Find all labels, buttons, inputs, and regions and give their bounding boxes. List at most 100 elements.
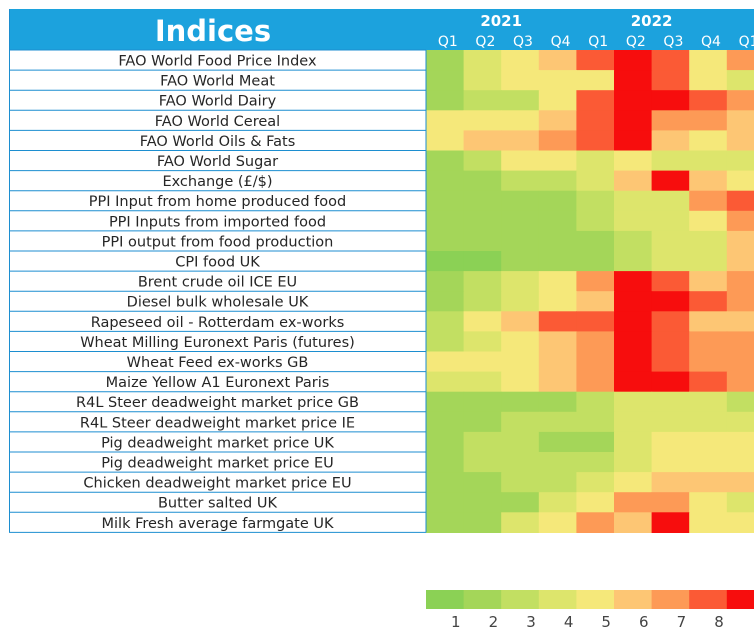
heatmap-cell bbox=[426, 130, 465, 152]
quarter-label: Q1 bbox=[438, 34, 458, 50]
heatmap-cell bbox=[614, 90, 653, 111]
legend-label: 5 bbox=[601, 613, 611, 631]
heatmap-cell bbox=[501, 391, 540, 413]
heatmap-cell bbox=[501, 210, 540, 232]
legend-label: 8 bbox=[714, 613, 724, 631]
heatmap-cell bbox=[426, 150, 465, 172]
row-labels: FAO World Food Price Index FAO World Meat… bbox=[76, 54, 359, 532]
heatmap-cell bbox=[538, 311, 577, 332]
heatmap-cell bbox=[463, 431, 502, 453]
heatmap-cell bbox=[463, 351, 502, 373]
heatmap-cell bbox=[538, 472, 577, 493]
heatmap-cell bbox=[463, 70, 502, 91]
heatmap-cell bbox=[614, 431, 653, 453]
heatmap-cell bbox=[501, 70, 540, 91]
heatmap-cell bbox=[576, 351, 615, 373]
heatmap-cell bbox=[614, 150, 653, 172]
legend-label: 2 bbox=[489, 613, 499, 631]
row-label: Diesel bulk wholesale UK bbox=[127, 295, 309, 311]
heatmap-cell bbox=[726, 210, 754, 232]
heatmap-cell bbox=[689, 371, 728, 393]
heatmap-cell bbox=[614, 50, 653, 71]
heatmap-cell bbox=[426, 210, 465, 232]
heatmap-cell bbox=[463, 411, 502, 433]
heatmap-cell bbox=[501, 190, 540, 212]
row-label: FAO World Dairy bbox=[159, 94, 277, 110]
heatmap-cell bbox=[576, 472, 615, 493]
heatmap-cell bbox=[614, 110, 653, 131]
heatmap-cell bbox=[576, 391, 615, 413]
heatmap-cell bbox=[538, 512, 577, 533]
heatmap-cell bbox=[538, 110, 577, 131]
heatmap-cell bbox=[651, 130, 690, 152]
heatmap-cell bbox=[538, 130, 577, 152]
row-label: Butter salted UK bbox=[158, 496, 278, 512]
heatmap-cell bbox=[501, 50, 540, 71]
heatmap-cell bbox=[426, 331, 465, 353]
heatmap-cell bbox=[501, 110, 540, 131]
year-labels: 2021 2022 bbox=[480, 12, 672, 30]
heatmap-cell bbox=[651, 70, 690, 91]
heatmap-cell bbox=[501, 512, 540, 533]
legend-swatch bbox=[426, 590, 465, 609]
heatmap-cell bbox=[689, 411, 728, 433]
heatmap-cell bbox=[726, 150, 754, 172]
heatmap-cell bbox=[576, 190, 615, 212]
legend-label: 6 bbox=[639, 613, 649, 631]
heatmap-cell bbox=[501, 351, 540, 373]
heatmap-cell bbox=[614, 492, 653, 513]
heatmap-cell bbox=[614, 472, 653, 493]
row-label: FAO World Meat bbox=[160, 74, 275, 90]
heatmap-cell bbox=[726, 452, 754, 473]
heatmap-cell bbox=[726, 230, 754, 252]
legend-swatch bbox=[689, 590, 728, 609]
row-label: FAO World Cereal bbox=[155, 114, 280, 130]
heatmap-cell bbox=[538, 170, 577, 192]
heatmap-cell bbox=[426, 512, 465, 533]
heatmap-cells bbox=[426, 50, 754, 533]
heatmap-cell bbox=[651, 110, 690, 131]
heatmap-cell bbox=[538, 492, 577, 513]
heatmap-cell bbox=[614, 291, 653, 312]
heatmap-cell bbox=[576, 150, 615, 172]
heatmap-cell bbox=[651, 431, 690, 453]
row-label: FAO World Food Price Index bbox=[118, 54, 317, 70]
heatmap-cell bbox=[726, 331, 754, 353]
heatmap-cell bbox=[576, 170, 615, 192]
legend-swatch bbox=[538, 590, 577, 609]
row-label: Pig deadweight market price UK bbox=[101, 435, 334, 451]
row-label: FAO World Sugar bbox=[157, 154, 278, 170]
heatmap-cell bbox=[651, 90, 690, 111]
heatmap-cell bbox=[576, 492, 615, 513]
heatmap-cell bbox=[538, 90, 577, 111]
quarter-label: Q2 bbox=[475, 34, 495, 50]
heatmap-cell bbox=[463, 251, 502, 272]
heatmap-cell bbox=[501, 472, 540, 493]
heatmap-cell bbox=[501, 170, 540, 192]
heatmap-cell bbox=[501, 431, 540, 453]
heatmap-cell bbox=[651, 230, 690, 252]
row-label: PPI Inputs from imported food bbox=[109, 214, 326, 230]
heatmap-cell bbox=[576, 90, 615, 111]
row-label: Pig deadweight market price EU bbox=[101, 456, 334, 472]
heatmap-cell bbox=[426, 472, 465, 493]
heatmap-cell bbox=[463, 391, 502, 413]
heatmap-cell bbox=[538, 331, 577, 353]
row-label: Chicken deadweight market price EU bbox=[83, 476, 351, 492]
heatmap-cell bbox=[726, 251, 754, 272]
heatmap-cell bbox=[538, 50, 577, 71]
heatmap-cell bbox=[463, 291, 502, 312]
heatmap-cell bbox=[463, 452, 502, 473]
legend-label: 3 bbox=[526, 613, 536, 631]
heatmap-cell bbox=[538, 150, 577, 172]
heatmap-cell bbox=[501, 271, 540, 292]
quarter-label: Q2 bbox=[626, 34, 646, 50]
heatmap-cell bbox=[614, 230, 653, 252]
heatmap-cell bbox=[726, 411, 754, 433]
heatmap-cell bbox=[426, 431, 465, 453]
heatmap-cell bbox=[689, 311, 728, 332]
heatmap-cell bbox=[576, 311, 615, 332]
heatmap-cell bbox=[538, 271, 577, 292]
heatmap-cell bbox=[463, 512, 502, 533]
legend-label: 7 bbox=[677, 613, 687, 631]
